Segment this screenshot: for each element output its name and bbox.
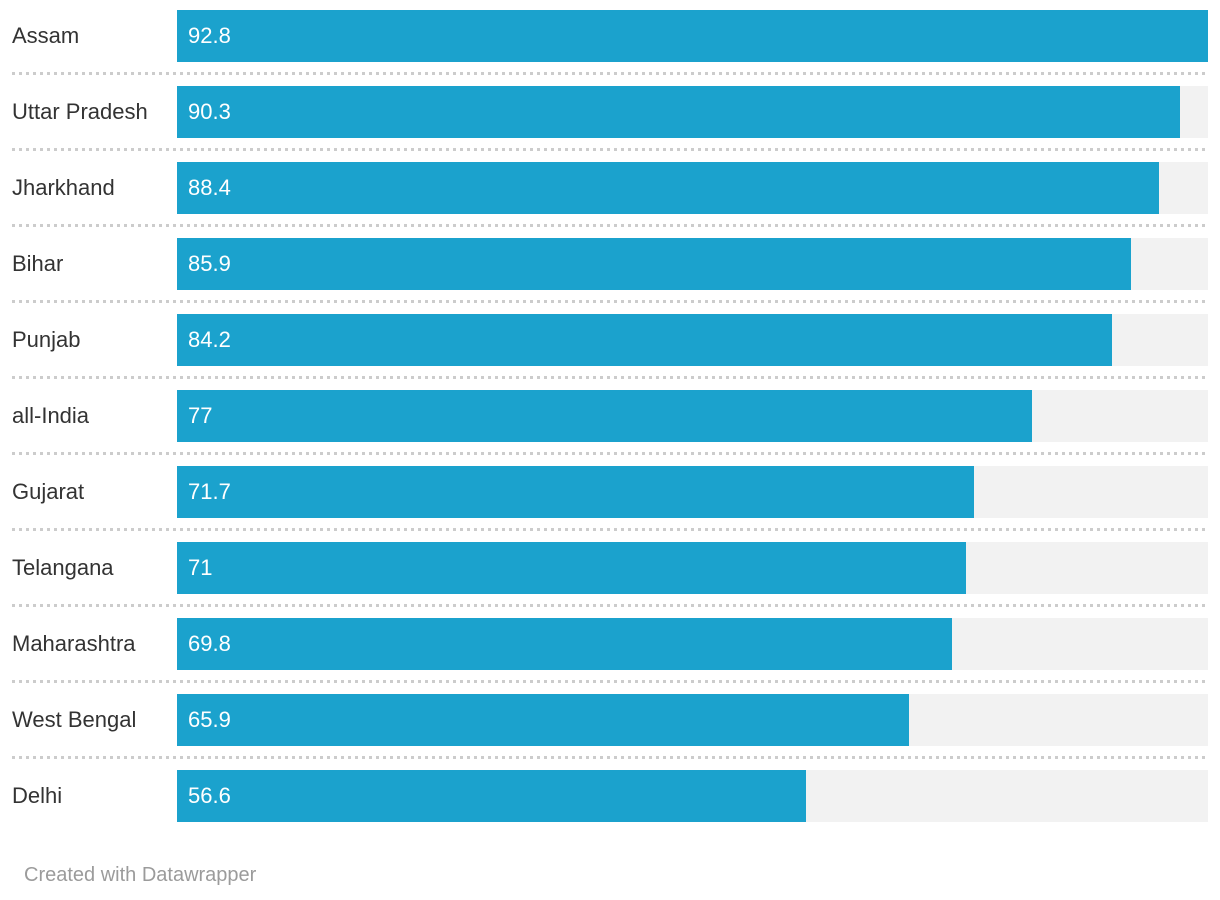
chart-row: West Bengal 65.9 — [12, 694, 1208, 746]
chart-row: Telangana 71 — [12, 542, 1208, 594]
chart-row: Jharkhand 88.4 — [12, 162, 1208, 214]
row-separator — [12, 72, 1208, 75]
bar: 85.9 — [177, 238, 1132, 290]
bar: 84.2 — [177, 314, 1113, 366]
chart-row: Punjab 84.2 — [12, 314, 1208, 366]
row-label: Telangana — [12, 555, 114, 580]
bar-track: 77 — [177, 390, 1208, 442]
chart-row-wrap: Punjab 84.2 — [12, 314, 1208, 379]
bar-value-label: 84.2 — [188, 327, 231, 352]
row-label: Uttar Pradesh — [12, 99, 148, 124]
bar-value-label: 71 — [188, 555, 213, 580]
bar-track: 88.4 — [177, 162, 1208, 214]
bar: 88.4 — [177, 162, 1160, 214]
row-separator — [12, 224, 1208, 227]
row-label: Jharkhand — [12, 175, 115, 200]
chart-row-wrap: Uttar Pradesh 90.3 — [12, 86, 1208, 151]
bar-value-label: 69.8 — [188, 631, 231, 656]
bar-track: 90.3 — [177, 86, 1208, 138]
row-label: Gujarat — [12, 479, 85, 504]
chart-row-wrap: Bihar 85.9 — [12, 238, 1208, 303]
row-label: Bihar — [12, 251, 64, 276]
chart-row: Assam 92.8 — [12, 10, 1208, 62]
bar: 92.8 — [177, 10, 1208, 62]
row-label: Punjab — [12, 327, 81, 352]
row-separator — [12, 300, 1208, 303]
bar-track: 56.6 — [177, 770, 1208, 822]
chart-row-wrap: Telangana 71 — [12, 542, 1208, 607]
bar: 56.6 — [177, 770, 806, 822]
datawrapper-credit-link[interactable]: Created with Datawrapper — [24, 864, 257, 886]
bar-track: 65.9 — [177, 694, 1208, 746]
bar: 90.3 — [177, 86, 1181, 138]
row-separator — [12, 680, 1208, 683]
bar-track: 85.9 — [177, 238, 1208, 290]
chart-row-wrap: Assam 92.8 — [12, 10, 1208, 75]
chart-row: Uttar Pradesh 90.3 — [12, 86, 1208, 138]
chart-row-wrap: Jharkhand 88.4 — [12, 162, 1208, 227]
bar-value-label: 71.7 — [188, 479, 231, 504]
bar-value-label: 92.8 — [188, 23, 231, 48]
bar-value-label: 77 — [188, 403, 213, 428]
bar-track: 71 — [177, 542, 1208, 594]
row-separator — [12, 452, 1208, 455]
bar-value-label: 88.4 — [188, 175, 231, 200]
bar-track: 92.8 — [177, 10, 1208, 62]
row-separator — [12, 756, 1208, 759]
bar-value-label: 65.9 — [188, 707, 231, 732]
chart-row-wrap: Maharashtra 69.8 — [12, 618, 1208, 683]
bar-track: 71.7 — [177, 466, 1208, 518]
bar-chart-rows: Assam 92.8 Uttar Pradesh 90.3 Jharkhand — [12, 10, 1208, 822]
bar-track: 84.2 — [177, 314, 1208, 366]
row-separator — [12, 528, 1208, 531]
row-label: Delhi — [12, 783, 63, 808]
chart-row-wrap: Gujarat 71.7 — [12, 466, 1208, 531]
chart-row: all-India 77 — [12, 390, 1208, 442]
bar: 77 — [177, 390, 1033, 442]
row-label: Assam — [12, 23, 80, 48]
bar-value-label: 56.6 — [188, 783, 231, 808]
row-label: Maharashtra — [12, 631, 136, 656]
chart-row: Bihar 85.9 — [12, 238, 1208, 290]
bar: 69.8 — [177, 618, 953, 670]
chart-row: Delhi 56.6 — [12, 770, 1208, 822]
chart-row: Gujarat 71.7 — [12, 466, 1208, 518]
row-separator — [12, 148, 1208, 151]
row-label: West Bengal — [12, 707, 137, 732]
bar: 71.7 — [177, 466, 974, 518]
chart-row-wrap: Delhi 56.6 — [12, 770, 1208, 822]
row-separator — [12, 604, 1208, 607]
row-label: all-India — [12, 403, 90, 428]
bar-value-label: 90.3 — [188, 99, 231, 124]
bar: 71 — [177, 542, 966, 594]
bar: 65.9 — [177, 694, 910, 746]
chart-row: Maharashtra 69.8 — [12, 618, 1208, 670]
chart-row-wrap: all-India 77 — [12, 390, 1208, 455]
row-separator — [12, 376, 1208, 379]
bar-track: 69.8 — [177, 618, 1208, 670]
chart-footer: Created with Datawrapper — [24, 864, 1196, 887]
chart-row-wrap: West Bengal 65.9 — [12, 694, 1208, 759]
bar-value-label: 85.9 — [188, 251, 231, 276]
